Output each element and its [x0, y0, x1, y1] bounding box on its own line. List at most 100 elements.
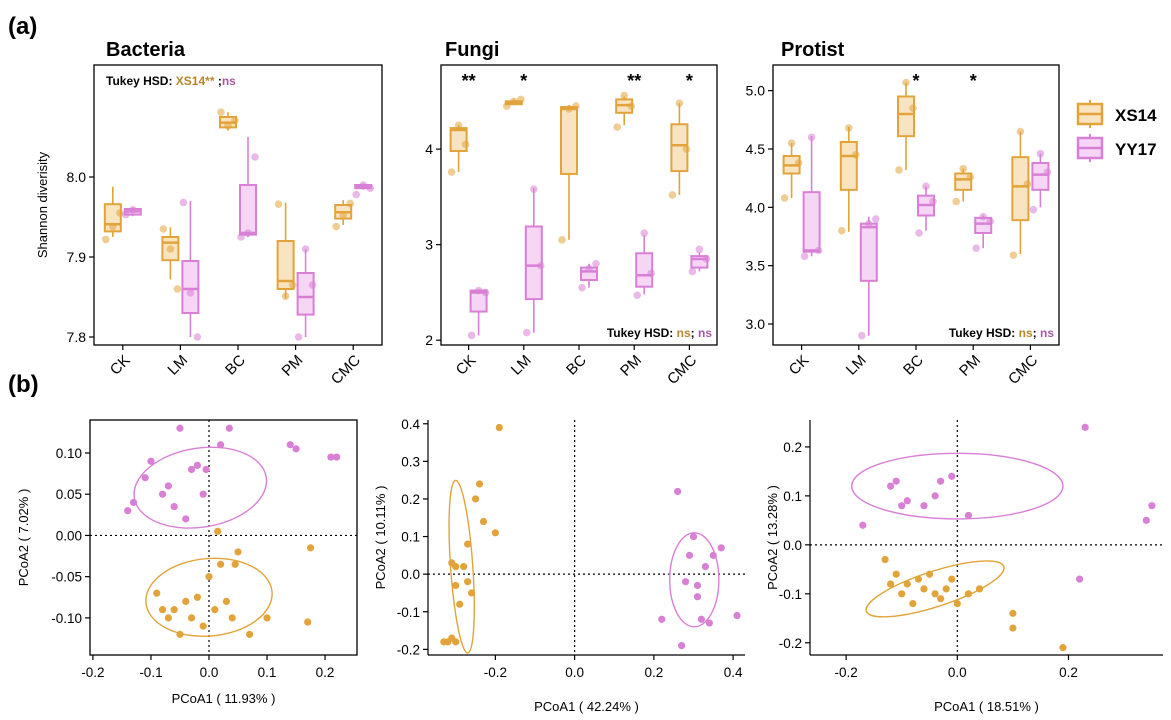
y-tick-label: 3.5 — [746, 258, 766, 274]
box-body — [802, 191, 821, 253]
chart-title: Bacteria — [106, 39, 186, 61]
data-point — [1016, 127, 1025, 136]
box-yy17 — [578, 259, 600, 292]
x-tick-label: CK — [786, 352, 813, 379]
data-point — [1081, 423, 1089, 431]
data-point — [109, 222, 117, 231]
data-point — [922, 182, 930, 191]
x-tick-label: BC — [900, 352, 927, 379]
data-point — [838, 226, 846, 235]
data-point — [187, 614, 196, 622]
data-point — [627, 102, 635, 110]
tukey-prefix: Tukey HSD: — [607, 326, 677, 340]
x-tick-label: BC — [563, 352, 590, 379]
tukey-prefix: Tukey HSD: — [106, 74, 176, 88]
chart-title: Fungi — [445, 39, 499, 61]
data-point — [173, 285, 182, 293]
data-point — [122, 210, 130, 219]
data-point — [565, 105, 573, 113]
series-xs14 — [145, 527, 315, 638]
box-yy17 — [179, 198, 202, 341]
tukey-sep: ; — [1033, 326, 1040, 340]
data-point — [948, 472, 956, 480]
box-body — [181, 260, 200, 314]
panel-a-label: (a) — [8, 13, 37, 40]
box-xs14 — [159, 225, 182, 293]
data-point — [892, 477, 900, 485]
panel-b-label: (b) — [8, 371, 39, 398]
series-yy17 — [658, 487, 741, 650]
data-point — [937, 477, 945, 485]
data-point — [898, 590, 906, 598]
data-point — [124, 507, 132, 515]
y-tick-label: -0.1 — [397, 605, 420, 620]
data-point — [678, 642, 686, 650]
data-point — [503, 102, 511, 110]
data-point — [274, 200, 283, 208]
box-xs14 — [503, 95, 525, 110]
data-point — [251, 153, 259, 161]
data-point — [214, 527, 222, 535]
data-point — [717, 544, 725, 552]
data-point — [308, 281, 317, 289]
y-tick-label: 7.8 — [67, 329, 87, 345]
data-point — [640, 229, 648, 237]
data-point — [182, 597, 190, 606]
y-tick-label: 0.05 — [56, 487, 82, 502]
tukey-annotation: Tukey HSD: ns; ns — [607, 326, 712, 340]
box-xs14 — [274, 200, 297, 301]
box-xs14 — [780, 139, 803, 202]
y-tick-label: 3 — [425, 237, 433, 253]
box-yy17 — [688, 245, 711, 276]
tukey-sep: ; — [215, 74, 222, 88]
data-point — [852, 151, 860, 159]
x-tick-label: 0.2 — [316, 665, 335, 680]
series-yy17 — [124, 424, 341, 529]
data-point — [1009, 609, 1017, 617]
box-body — [897, 95, 915, 138]
data-point — [937, 595, 945, 603]
data-point — [709, 551, 717, 559]
y-tick-label: 5.0 — [746, 83, 766, 99]
data-point — [1009, 624, 1017, 632]
x-tick-label: CMC — [1005, 352, 1041, 388]
boxplot-fungi: Fungi 2 3 4 CK ** LM * BC PM ** CMC * Tukey HSD: ns; … — [425, 39, 718, 388]
y-tick-label: 4.5 — [746, 141, 766, 157]
data-point — [159, 225, 168, 233]
y-tick-label: 0.00 — [56, 528, 82, 543]
data-point — [495, 423, 503, 432]
data-point — [915, 229, 923, 237]
data-point — [681, 578, 690, 586]
data-point — [141, 474, 149, 482]
box-yy17 — [122, 206, 142, 219]
data-point — [942, 585, 950, 593]
box-body — [239, 184, 257, 236]
data-point — [224, 122, 232, 130]
data-point — [116, 209, 124, 217]
data-point — [456, 600, 464, 608]
legend-item-yy17[interactable]: YY17 — [1076, 134, 1157, 162]
box-yy17 — [915, 182, 937, 237]
data-point — [688, 267, 697, 276]
box-xs14 — [447, 121, 470, 176]
y-tick-label: 0.2 — [783, 440, 802, 455]
x-tick-label: 0.2 — [1059, 665, 1078, 680]
pcoa-plot-1: -0.10 -0.05 0.00 0.05 0.10 -0.2 -0.1 0.0 0.1 0.2 P… — [16, 419, 358, 706]
box-body — [839, 141, 858, 191]
data-point — [286, 441, 294, 449]
tukey-xs14: XS14** — [176, 74, 215, 88]
tukey-annotation: Tukey HSD: XS14** ;ns — [106, 74, 236, 88]
y-tick-label: -0.10 — [51, 611, 82, 626]
data-point — [530, 185, 538, 194]
y-tick-label: -0.1 — [779, 587, 802, 602]
legend-item-xs14[interactable]: XS14 — [1076, 100, 1157, 128]
data-point — [865, 219, 873, 228]
legend-yy17-label: YY17 — [1115, 140, 1157, 159]
tukey-xs14: ns — [677, 326, 691, 340]
data-point — [733, 611, 741, 620]
y-tick-label: -0.2 — [779, 636, 802, 651]
box-xs14 — [613, 91, 635, 131]
boxplot-protist: Protist 3.0 3.5 4.0 4.5 5.0 CK LM BC * PM * CMC Tukey… — [746, 39, 1060, 388]
data-point — [129, 206, 137, 214]
data-point — [352, 190, 361, 199]
